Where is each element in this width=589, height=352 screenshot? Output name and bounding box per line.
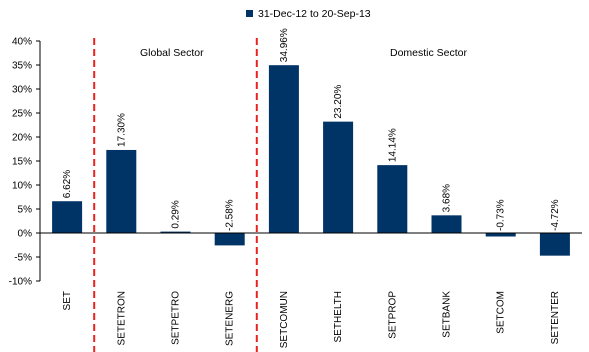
data-label: 17.30% bbox=[116, 113, 127, 147]
x-tick-label: SET bbox=[62, 291, 73, 310]
data-label: 3.68% bbox=[442, 184, 453, 212]
data-label: 34.96% bbox=[279, 28, 290, 62]
x-tick-label: SETPROP bbox=[387, 291, 398, 339]
x-tick-label: SETENERG bbox=[225, 291, 236, 346]
domestic-sector-label: Domestic Sector bbox=[390, 47, 468, 59]
global-sector-label: Global Sector bbox=[140, 47, 204, 59]
bars-layer: 6.62% SET 17.30% SETETRON 0.29% SETPETRO -2.58… bbox=[52, 28, 570, 348]
bar bbox=[52, 201, 83, 233]
axis-layer: -10% -5% 0% 5% 10% 15% 20% 25% 30% 35% 40% bbox=[9, 37, 582, 288]
y-tick-label: 15% bbox=[12, 157, 32, 168]
x-tick-label: SETHELTH bbox=[333, 291, 344, 343]
y-tick-label: 35% bbox=[12, 61, 32, 72]
y-tick-label: -10% bbox=[9, 277, 32, 288]
bar bbox=[160, 231, 191, 234]
bar bbox=[539, 233, 570, 256]
divider-layer bbox=[93, 38, 258, 352]
x-tick-label: SETETRON bbox=[116, 291, 127, 345]
data-label: 23.20% bbox=[333, 85, 344, 119]
bar bbox=[214, 233, 245, 246]
data-label: 6.62% bbox=[62, 170, 73, 198]
y-tick-label: 10% bbox=[12, 181, 32, 192]
legend-swatch bbox=[246, 10, 253, 17]
legend-label: 31-Dec-12 to 20-Sep-13 bbox=[258, 8, 371, 20]
y-tick-label: 0% bbox=[18, 229, 33, 240]
bar bbox=[431, 215, 462, 233]
bar bbox=[323, 121, 354, 233]
data-label: 0.29% bbox=[171, 200, 182, 228]
y-tick-label: 40% bbox=[12, 37, 32, 48]
data-label: -0.73% bbox=[496, 199, 507, 231]
x-tick-label: SETCOMUN bbox=[279, 291, 290, 348]
legend: 31-Dec-12 to 20-Sep-13 bbox=[246, 8, 371, 20]
x-tick-label: SETENTER bbox=[550, 291, 561, 344]
bar bbox=[377, 165, 408, 233]
y-tick-label: 25% bbox=[12, 109, 32, 120]
bar bbox=[268, 65, 299, 233]
bar bbox=[485, 233, 516, 237]
y-tick-label: 5% bbox=[18, 205, 33, 216]
y-tick-label: 30% bbox=[12, 85, 32, 96]
bar bbox=[106, 149, 137, 233]
x-tick-label: SETBANK bbox=[442, 291, 453, 338]
data-label: -4.72% bbox=[550, 199, 561, 231]
data-label: -2.58% bbox=[225, 199, 236, 231]
x-tick-label: SETCOM bbox=[496, 291, 507, 334]
y-tick-label: -5% bbox=[14, 253, 32, 264]
data-label: 14.14% bbox=[387, 128, 398, 162]
y-tick-label: 20% bbox=[12, 133, 32, 144]
x-tick-label: SETPETRO bbox=[171, 291, 182, 345]
